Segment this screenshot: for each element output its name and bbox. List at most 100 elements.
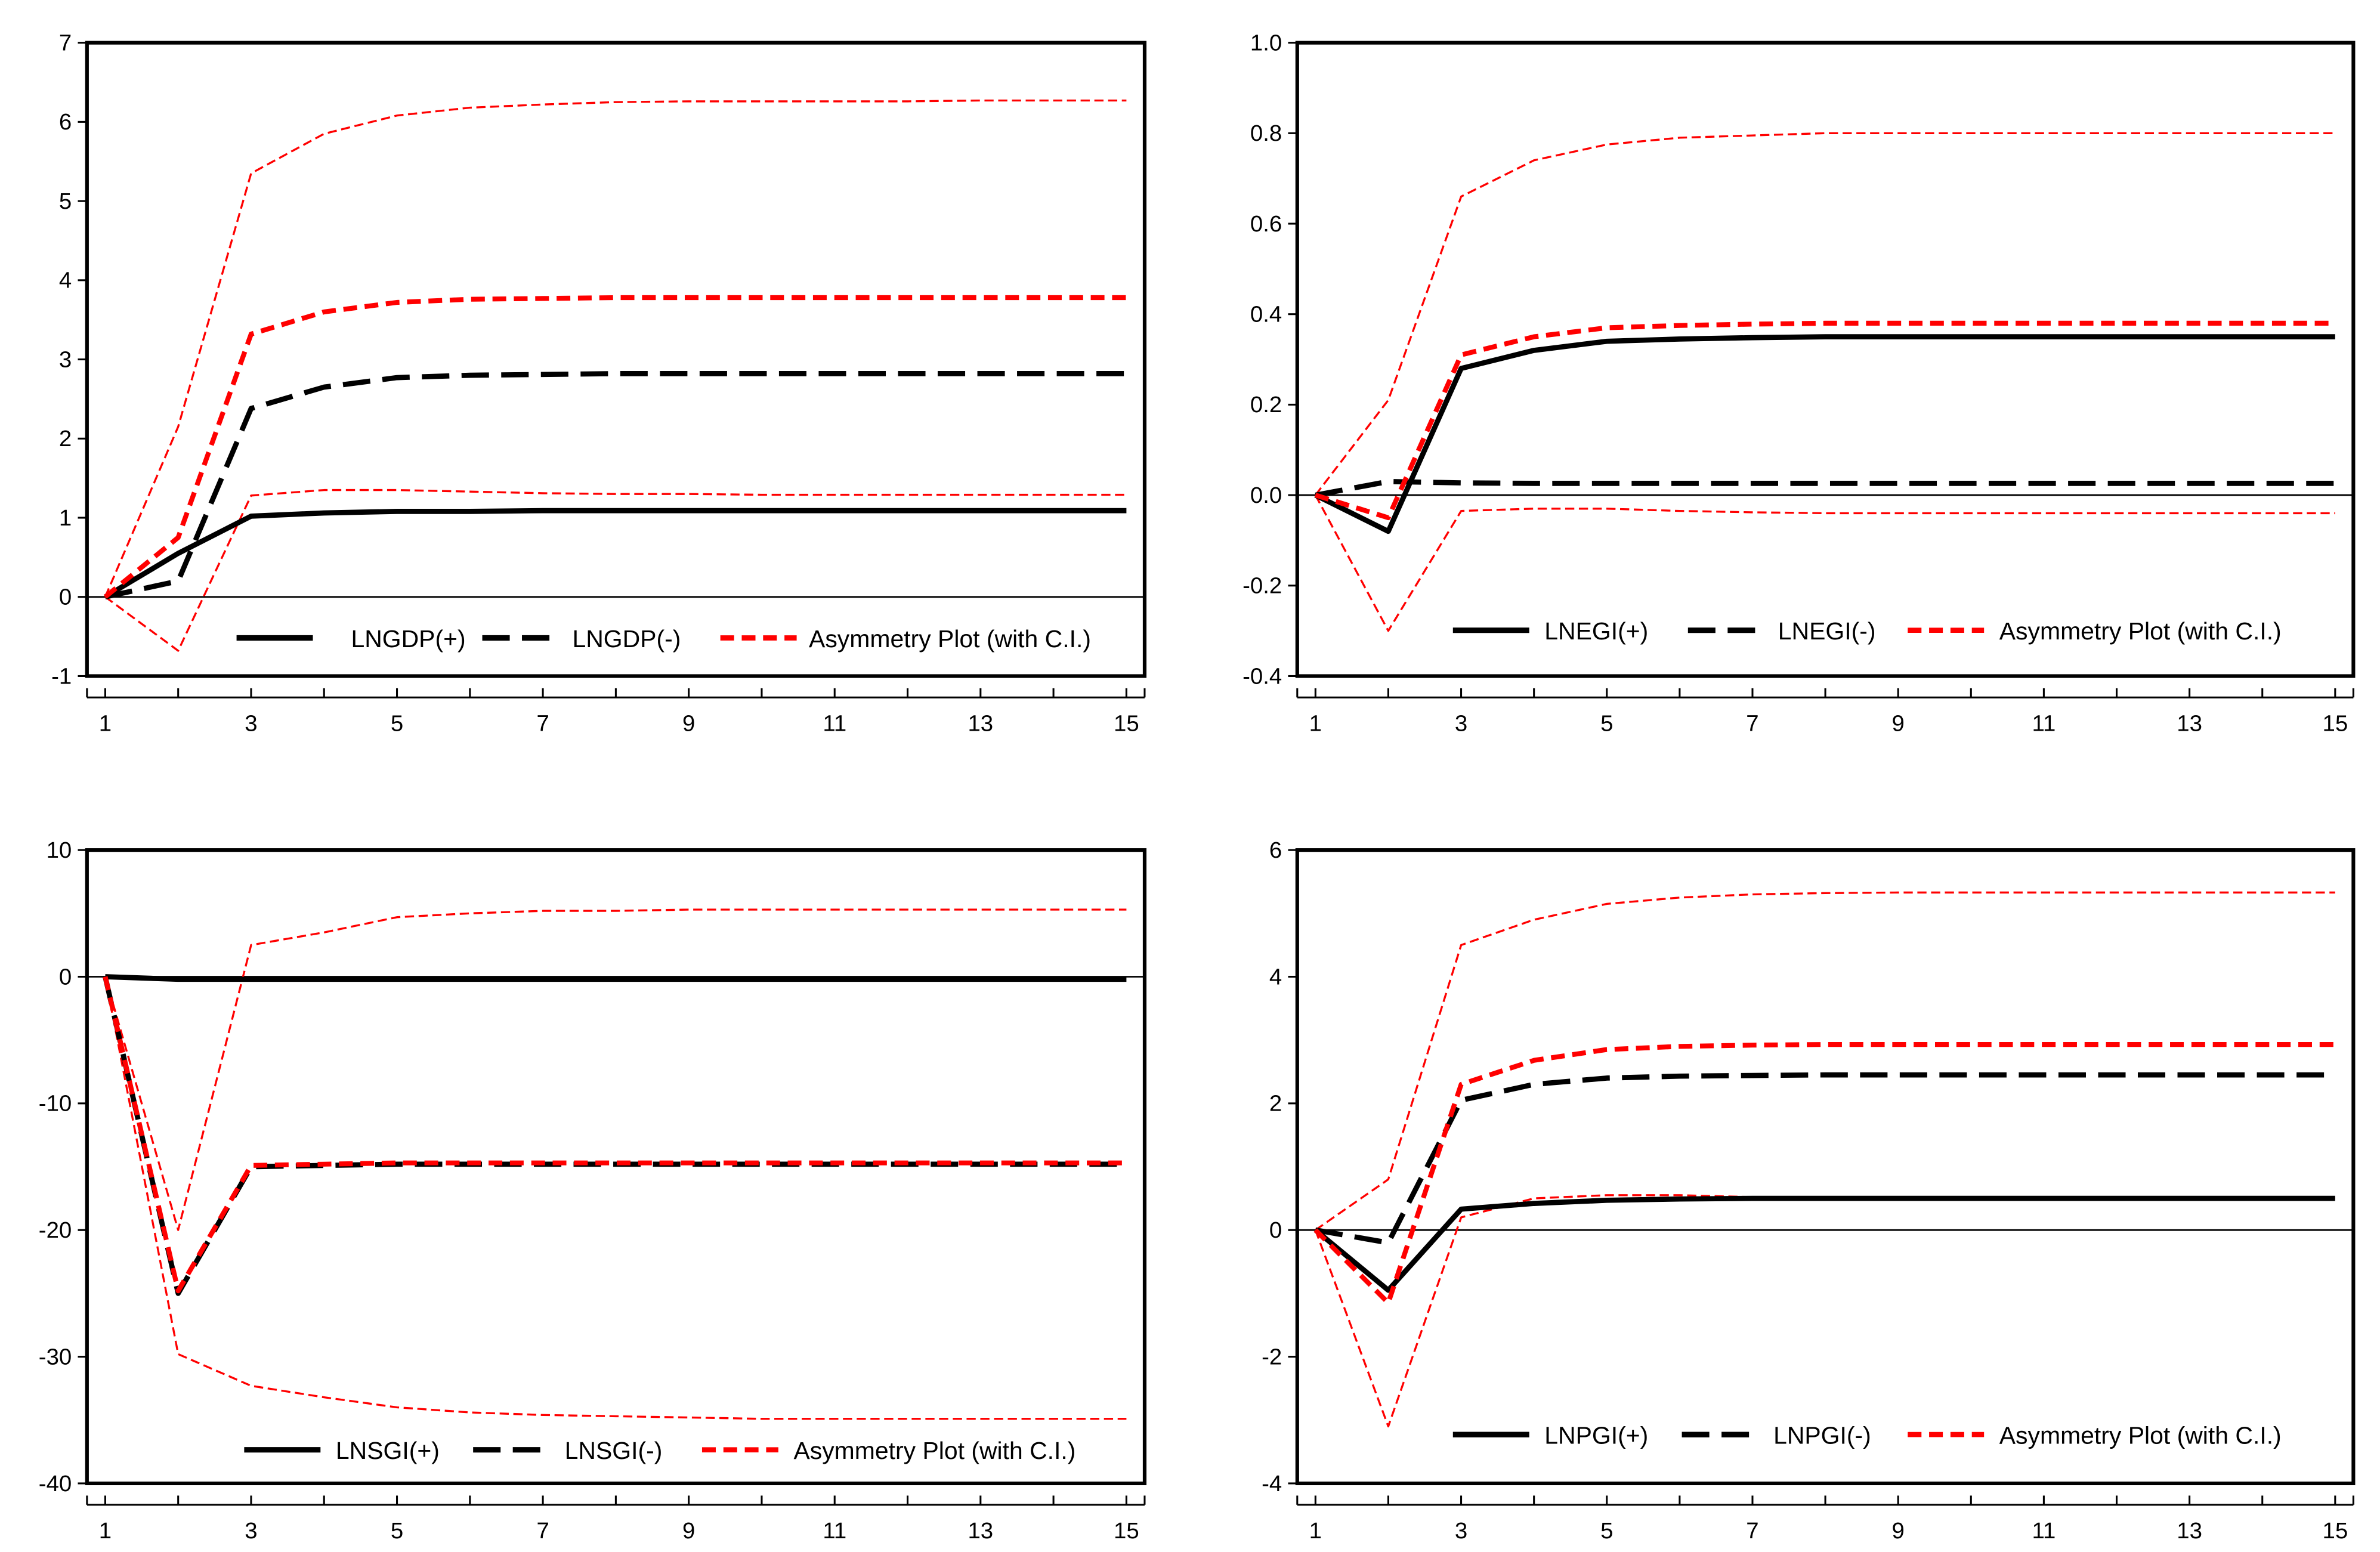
x-tick-label: 1 — [1309, 711, 1322, 737]
x-tick-label: 5 — [391, 711, 403, 737]
y-tick-label: 1.0 — [1250, 30, 1282, 55]
series-line — [1315, 891, 2335, 1231]
x-tick-label: 5 — [391, 1518, 403, 1544]
legend-label: LNSGI(-) — [565, 1437, 663, 1464]
y-tick-label: -1 — [51, 663, 72, 689]
plot-frame — [1295, 41, 2356, 678]
y-tick-label: 4 — [59, 268, 72, 293]
x-tick-label: 13 — [2177, 711, 2202, 737]
legend-label: LNEGI(-) — [1778, 617, 1876, 645]
legend-label: Asymmetry Plot (with C.I.) — [809, 625, 1091, 653]
x-tick-label: 9 — [1892, 1518, 1905, 1544]
legend-label: LNGDP(+) — [351, 625, 465, 653]
y-tick-label: 0.2 — [1250, 392, 1282, 418]
legend-label: Asymmetry Plot (with C.I.) — [1999, 617, 2282, 645]
series-line — [105, 974, 1127, 982]
x-tick-label: 3 — [245, 1518, 257, 1544]
y-tick-label: 5 — [59, 188, 72, 214]
series-line — [103, 976, 1127, 1294]
series-line — [103, 976, 1127, 1296]
y-tick-label: 2 — [59, 426, 72, 452]
series-line — [104, 489, 1127, 652]
legend-label: LNSGI(+) — [336, 1437, 440, 1464]
y-tick-label: 2 — [1269, 1091, 1282, 1117]
y-tick-label: -30 — [39, 1344, 72, 1369]
y-tick-label: 0 — [1269, 1217, 1282, 1243]
y-tick-label: -0.2 — [1242, 573, 1282, 599]
x-tick-label: 11 — [823, 1518, 846, 1544]
x-tick-label: 15 — [2322, 711, 2348, 737]
series-line — [1314, 494, 2335, 632]
series-line — [1314, 334, 2335, 534]
y-tick-label: 0.6 — [1250, 211, 1282, 237]
legend-label: LNPGI(+) — [1544, 1421, 1648, 1449]
series-line — [104, 508, 1127, 599]
y-tick-label: 1 — [59, 505, 72, 531]
x-tick-label: 1 — [1309, 1518, 1322, 1544]
series-line — [1315, 478, 2335, 498]
plot-frame — [85, 848, 1147, 1486]
y-tick-label: 6 — [59, 109, 72, 135]
x-tick-label: 13 — [968, 1518, 993, 1544]
x-tick-label: 9 — [682, 1518, 695, 1544]
y-tick-label: 0.4 — [1250, 301, 1282, 327]
chart-panel-2: -0.4-0.20.00.20.40.60.81.01 3 5 7 9 11 13 15LNE… — [1242, 30, 2356, 737]
y-tick-label: 0 — [59, 964, 72, 990]
series-line — [1314, 132, 2335, 496]
x-tick-label: 7 — [1746, 711, 1758, 737]
x-tick-label: 1 — [99, 1518, 112, 1544]
y-tick-label: 10 — [47, 837, 72, 863]
legend-label: LNPGI(-) — [1773, 1421, 1871, 1449]
plot-frame — [85, 41, 1147, 678]
x-tick-label: 11 — [2032, 711, 2056, 737]
y-tick-label: -10 — [39, 1091, 72, 1117]
y-tick-label: -0.4 — [1242, 663, 1282, 689]
series-line — [1315, 1072, 2335, 1245]
y-tick-label: -2 — [1262, 1344, 1282, 1369]
x-tick-label: 5 — [1600, 1518, 1613, 1544]
legend-label: Asymmetry Plot (with C.I.) — [1999, 1421, 2282, 1449]
series-line — [103, 295, 1127, 599]
x-tick-label: 11 — [2032, 1518, 2056, 1544]
series-line — [104, 371, 1127, 599]
x-tick-label: 13 — [968, 711, 993, 737]
x-tick-label: 3 — [1455, 1518, 1467, 1544]
x-tick-label: 15 — [2322, 1518, 2348, 1544]
x-tick-label: 11 — [823, 711, 846, 737]
x-tick-label: 9 — [682, 711, 695, 737]
y-tick-label: -4 — [1262, 1471, 1282, 1497]
series-line — [1315, 320, 2335, 521]
x-tick-label: 7 — [536, 711, 549, 737]
series-line — [1313, 1195, 2335, 1293]
x-tick-label: 9 — [1892, 711, 1905, 737]
y-tick-label: 6 — [1269, 837, 1282, 863]
series-line — [1313, 1042, 2335, 1306]
x-tick-label: 7 — [1746, 1518, 1758, 1544]
legend-label: LNGDP(-) — [572, 625, 681, 653]
x-tick-label: 5 — [1600, 711, 1613, 737]
y-tick-label: 4 — [1269, 964, 1282, 990]
y-tick-label: 3 — [59, 347, 72, 372]
x-tick-label: 13 — [2177, 1518, 2202, 1544]
x-tick-label: 3 — [245, 711, 257, 737]
plot-frame — [1295, 848, 2356, 1486]
x-tick-label: 15 — [1114, 1518, 1139, 1544]
y-tick-label: 7 — [59, 30, 72, 55]
y-tick-label: 0 — [59, 585, 72, 610]
y-tick-label: -20 — [39, 1217, 72, 1243]
y-tick-label: -40 — [39, 1471, 72, 1497]
legend-label: LNEGI(+) — [1544, 617, 1648, 645]
x-tick-label: 3 — [1455, 711, 1467, 737]
y-tick-label: 0.8 — [1250, 120, 1282, 146]
x-tick-label: 7 — [536, 1518, 549, 1544]
x-tick-label: 15 — [1114, 711, 1139, 737]
x-tick-label: 1 — [99, 711, 112, 737]
series-line — [104, 976, 1127, 1420]
series-line — [104, 99, 1127, 598]
series-line — [104, 908, 1127, 1231]
y-tick-label: 0.0 — [1250, 483, 1282, 508]
legend-label: Asymmetry Plot (with C.I.) — [793, 1437, 1075, 1464]
